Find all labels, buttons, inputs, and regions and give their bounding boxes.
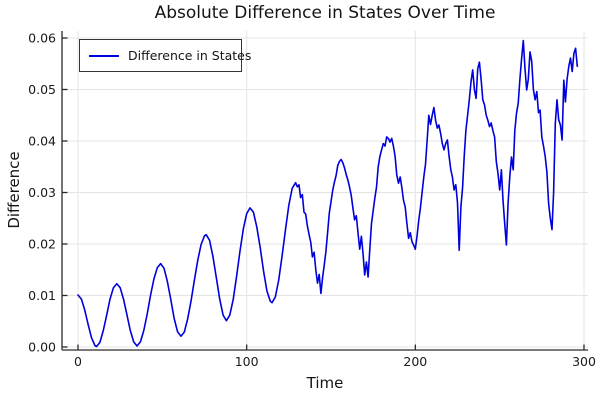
y-tick-label: 0.06 [28, 30, 56, 45]
axis-spines [61, 31, 588, 351]
y-axis-title: Difference [5, 151, 23, 229]
y-tick-label: 0.00 [28, 339, 56, 354]
series-line-difference-in-states [77, 39, 579, 348]
x-tick-label: 100 [235, 354, 259, 369]
y-tick-label: 0.04 [28, 133, 56, 148]
y-tick-label: 0.05 [28, 82, 56, 97]
gridlines [62, 31, 588, 350]
chart-title: Absolute Difference in States Over Time [154, 3, 496, 23]
x-axis-title: Time [306, 374, 344, 392]
tick-labels: 0 100 200 300 0.00 0.01 0.02 0.03 0.04 0.05 0.06 [28, 30, 596, 369]
x-tick-label: 0 [74, 354, 82, 369]
y-tick-label: 0.03 [28, 185, 56, 200]
axis-ticks [62, 37, 585, 350]
y-tick-label: 0.02 [28, 236, 56, 251]
x-tick-label: 200 [403, 354, 427, 369]
legend-label: Difference in States [128, 48, 252, 63]
y-tick-label: 0.01 [28, 288, 56, 303]
legend-line-swatch [89, 54, 119, 57]
x-tick-label: 300 [572, 354, 596, 369]
data-series [77, 39, 579, 348]
legend: Difference in States [79, 39, 251, 72]
